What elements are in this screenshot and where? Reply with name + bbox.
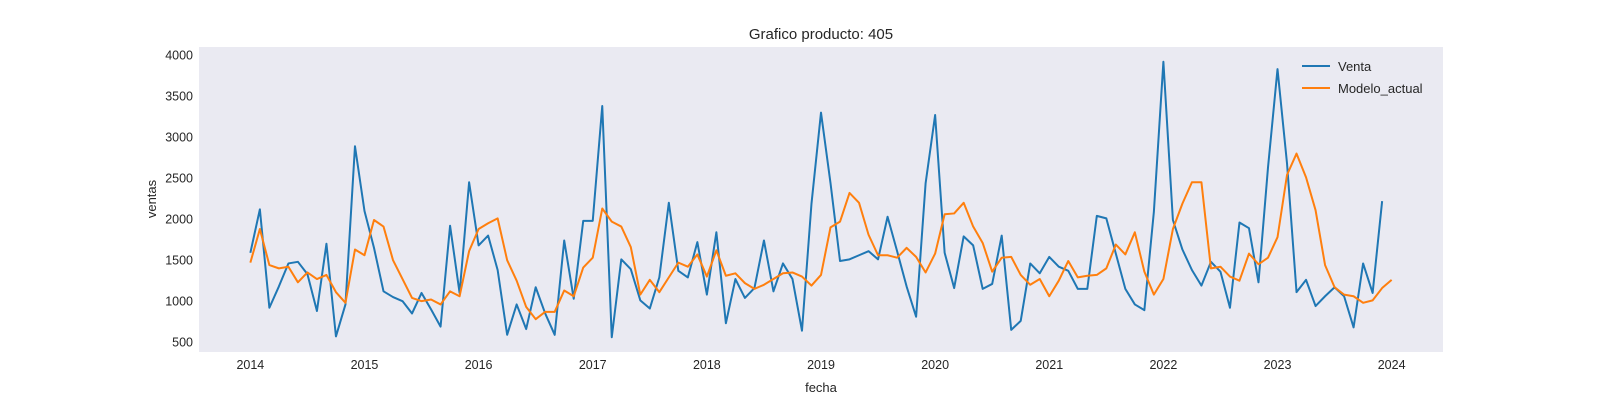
chart-title: Grafico producto: 405 <box>749 26 893 43</box>
y-tick-label: 3500 <box>165 90 193 104</box>
x-tick-label: 2017 <box>579 358 607 372</box>
y-tick-label: 1000 <box>165 295 193 309</box>
x-tick-label: 2021 <box>1035 358 1063 372</box>
y-tick-label: 500 <box>172 336 193 350</box>
x-tick-label: 2019 <box>807 358 835 372</box>
legend-label-modelo-actual: Modelo_actual <box>1338 81 1423 96</box>
x-axis-label: fecha <box>805 380 838 395</box>
legend-label-venta: Venta <box>1338 59 1372 74</box>
series-line-venta <box>249 60 1384 339</box>
y-axis-label: ventas <box>144 179 159 218</box>
x-tick-label: 2018 <box>693 358 721 372</box>
y-tick-label: 4000 <box>165 49 193 63</box>
x-tick-label: 2022 <box>1149 358 1177 372</box>
x-tick-label: 2014 <box>236 358 264 372</box>
x-tick-label: 2020 <box>921 358 949 372</box>
series-line-modelo-actual <box>249 152 1393 321</box>
y-tick-label: 2500 <box>165 172 193 186</box>
y-tick-label: 3000 <box>165 131 193 145</box>
x-axis-ticks: 2014 2015 2016 2017 2018 2019 2020 2021 2022 2023… <box>236 358 1405 372</box>
y-tick-label: 2000 <box>165 213 193 227</box>
x-tick-label: 2016 <box>465 358 493 372</box>
plot-background <box>199 47 1443 352</box>
series-lines <box>249 60 1393 339</box>
y-tick-label: 1500 <box>165 254 193 268</box>
x-tick-label: 2015 <box>351 358 379 372</box>
x-tick-label: 2023 <box>1264 358 1292 372</box>
legend: Venta Modelo_actual <box>1302 59 1423 96</box>
y-axis-ticks: 500 1000 1500 2000 2500 3000 3500 4000 <box>165 49 193 350</box>
x-tick-label: 2024 <box>1378 358 1406 372</box>
